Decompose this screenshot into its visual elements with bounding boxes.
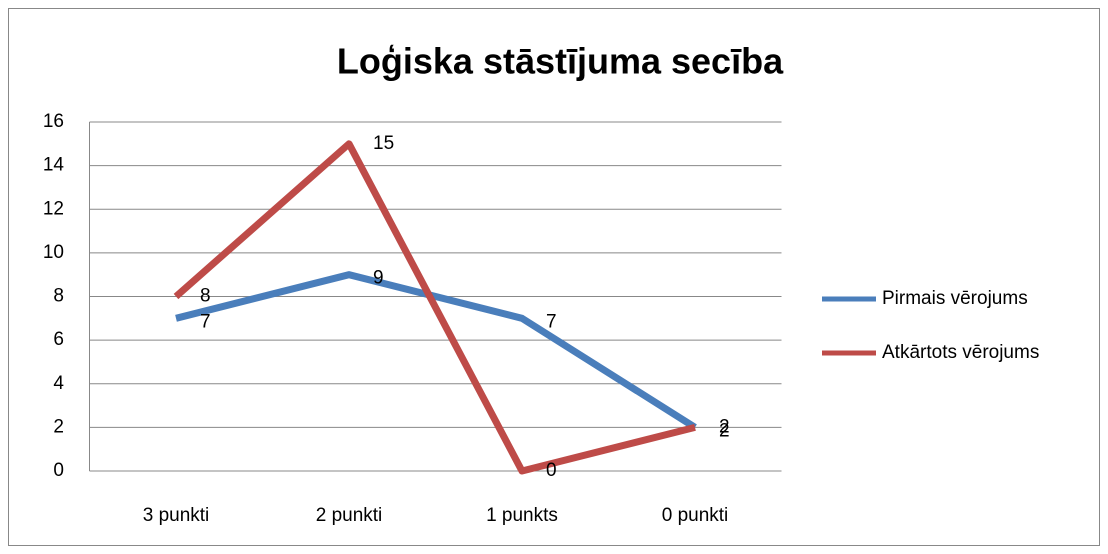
data-label: 2 bbox=[719, 420, 730, 441]
series-line bbox=[175, 271, 697, 431]
y-tick-label: 4 bbox=[53, 373, 64, 394]
y-tick-label: 12 bbox=[43, 198, 64, 219]
data-label: 2 bbox=[719, 416, 730, 437]
x-tick-label: 2 punkti bbox=[316, 505, 383, 526]
data-label: 15 bbox=[373, 133, 394, 154]
data-label: 7 bbox=[546, 311, 557, 332]
x-tick-label: 0 punkti bbox=[662, 505, 729, 526]
legend-label: Pirmais vērojums bbox=[882, 288, 1028, 309]
data-label: 9 bbox=[373, 268, 384, 289]
y-tick-label: 0 bbox=[53, 460, 64, 481]
chart-border bbox=[8, 8, 1100, 546]
x-tick-label: 3 punkti bbox=[143, 505, 210, 526]
y-tick-label: 14 bbox=[43, 155, 65, 176]
series-line bbox=[173, 140, 696, 475]
data-label: 8 bbox=[200, 286, 211, 307]
y-tick-label: 10 bbox=[43, 242, 64, 263]
y-tick-label: 6 bbox=[53, 329, 64, 350]
y-tick-label: 8 bbox=[53, 286, 64, 307]
data-label: 7 bbox=[200, 311, 211, 332]
x-tick-label: 1 punkts bbox=[486, 505, 558, 526]
y-tick-label: 2 bbox=[53, 416, 64, 437]
data-label: 0 bbox=[546, 460, 557, 481]
y-tick-label: 16 bbox=[43, 111, 64, 132]
legend-label: Atkārtots vērojums bbox=[882, 342, 1039, 363]
chart-title: Loģiska stāstījuma secība bbox=[337, 41, 784, 82]
